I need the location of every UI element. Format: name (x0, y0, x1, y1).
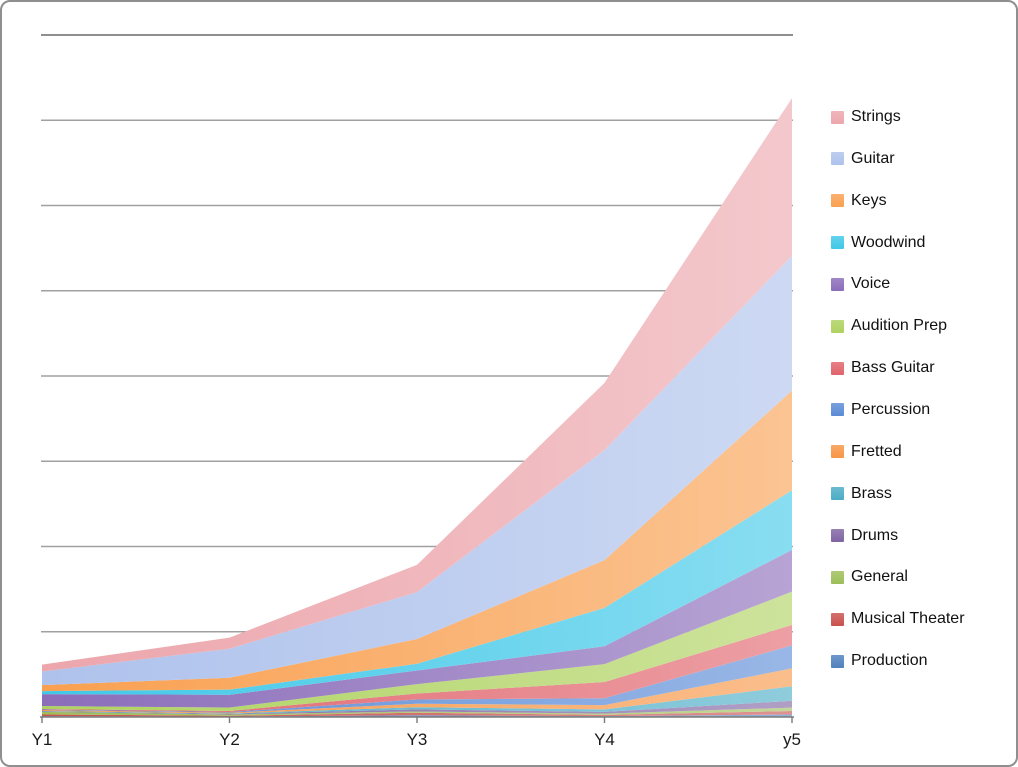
area-series-voice[interactable] (42, 549, 792, 708)
x-axis-label-y2: Y2 (219, 730, 240, 749)
legend-swatch-brass (831, 487, 844, 501)
legend-swatch-musical-theater (831, 612, 844, 626)
legend-item-fretted[interactable]: Fretted (831, 443, 902, 461)
legend-label-musical-theater: Musical Theater (851, 610, 965, 628)
legend-label-guitar: Guitar (851, 149, 895, 167)
legend-label-brass: Brass (851, 484, 892, 502)
x-axis-label-y5: y5 (783, 730, 801, 749)
legend-label-general: General (851, 568, 908, 586)
x-axis (40, 716, 794, 723)
legend-swatch-voice (831, 277, 844, 291)
legend-label-drums: Drums (851, 526, 899, 544)
legend-item-brass[interactable]: Brass (831, 485, 892, 503)
area-series-bass-guitar[interactable] (42, 624, 792, 712)
legend-item-production[interactable]: Production (831, 652, 928, 670)
area-series-strings[interactable] (42, 98, 792, 672)
legend-label-woodwind: Woodwind (851, 233, 926, 251)
legend-item-drums[interactable]: Drums (831, 527, 898, 545)
legend-item-bass-guitar[interactable]: Bass Guitar (831, 359, 935, 377)
legend-label-production: Production (851, 652, 928, 670)
legend-item-percussion[interactable]: Percussion (831, 401, 930, 419)
legend-item-general[interactable]: General (831, 568, 908, 586)
area-series-fretted[interactable] (42, 668, 792, 714)
legend-label-percussion: Percussion (851, 400, 931, 418)
legend-item-strings[interactable]: Strings (831, 108, 901, 126)
legend-label-fretted: Fretted (851, 442, 902, 460)
area-series-audition-prep[interactable] (42, 591, 792, 711)
legend-swatch-strings (831, 110, 844, 124)
area-series-keys[interactable] (42, 390, 792, 692)
area-series-musical-theater[interactable] (42, 711, 792, 717)
legend-swatch-woodwind (831, 236, 844, 250)
legend-swatch-fretted (831, 445, 844, 459)
x-axis-label-y1: Y1 (32, 730, 53, 749)
legend-item-voice[interactable]: Voice (831, 275, 890, 293)
legend-item-woodwind[interactable]: Woodwind (831, 234, 925, 252)
legend-item-keys[interactable]: Keys (831, 192, 887, 210)
legend-swatch-bass-guitar (831, 361, 844, 375)
legend-swatch-production (831, 654, 844, 668)
x-axis-labels: Y1 Y2 Y3 Y4 y5 (32, 730, 801, 749)
x-axis-label-y4: Y4 (594, 730, 615, 749)
legend-label-keys: Keys (851, 191, 887, 209)
legend-swatch-general (831, 570, 844, 584)
legend-label-audition-prep: Audition Prep (851, 317, 948, 335)
area-series-woodwind[interactable] (42, 490, 792, 695)
legend-swatch-percussion (831, 403, 844, 417)
legend-swatch-keys (831, 194, 844, 208)
area-series-general[interactable] (42, 707, 792, 716)
area-series-group (42, 98, 792, 717)
legend-item-audition-prep[interactable]: Audition Prep (831, 317, 947, 335)
legend-swatch-audition-prep (831, 319, 844, 333)
legend-label-bass-guitar: Bass Guitar (851, 359, 935, 377)
legend-item-musical-theater[interactable]: Musical Theater (831, 610, 965, 628)
legend-label-voice: Voice (851, 275, 891, 293)
area-series-brass[interactable] (42, 686, 792, 715)
area-series-guitar[interactable] (42, 255, 792, 686)
legend-item-guitar[interactable]: Guitar (831, 150, 895, 168)
legend-swatch-drums (831, 529, 844, 542)
legend-swatch-guitar (831, 152, 844, 166)
gridlines (41, 34, 793, 633)
legend-label-strings: Strings (851, 108, 901, 125)
x-axis-label-y3: Y3 (407, 730, 428, 749)
